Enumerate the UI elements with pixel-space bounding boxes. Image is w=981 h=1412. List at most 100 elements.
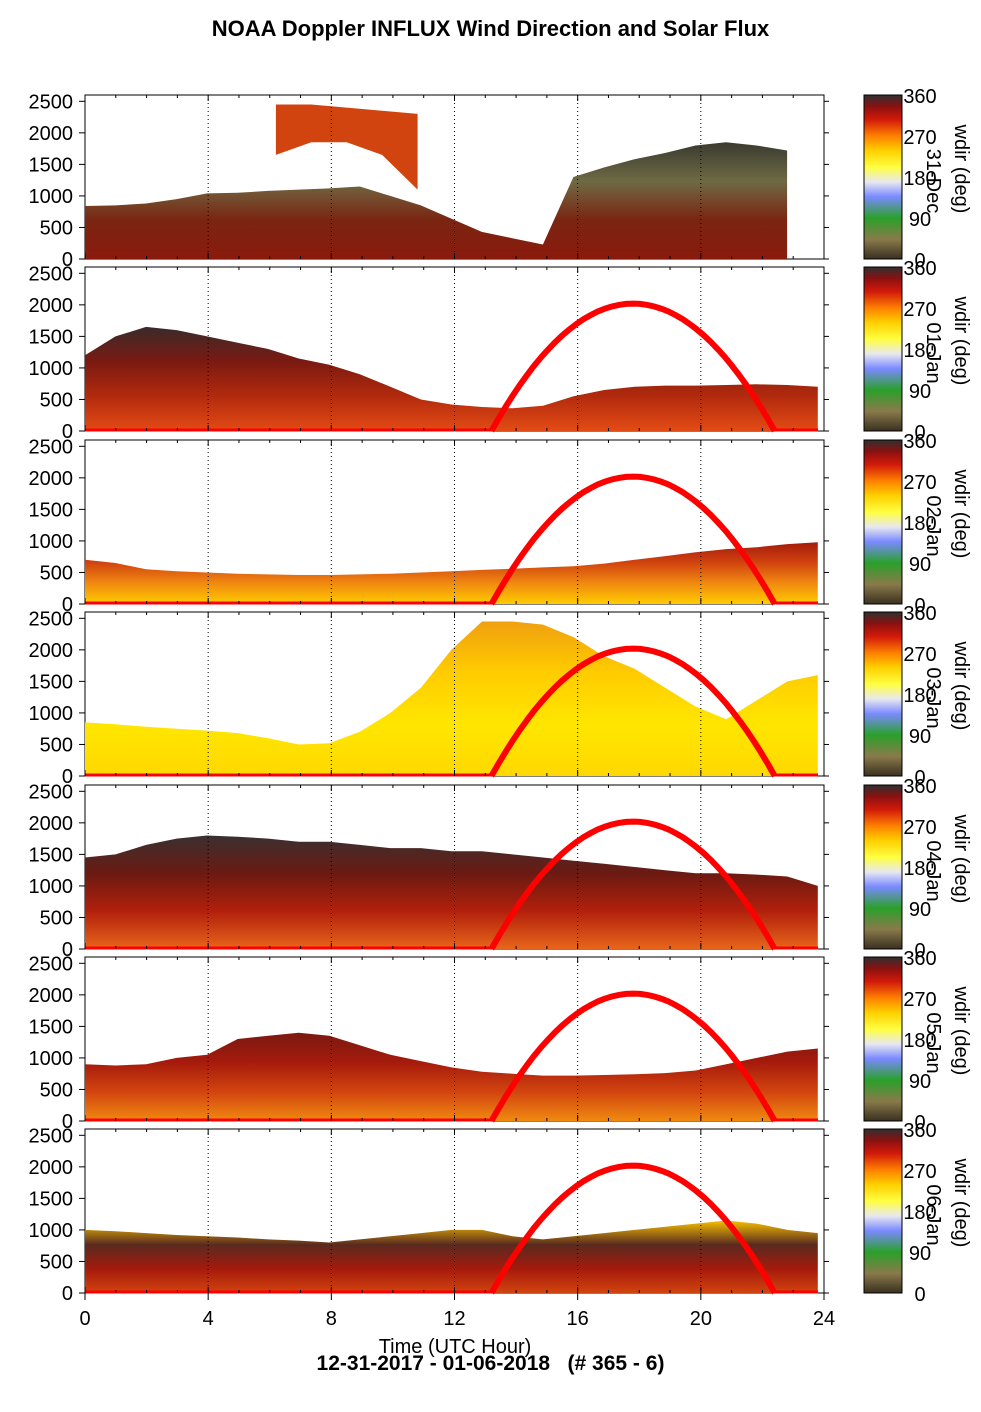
panel-day-label: 04-Jan	[922, 840, 944, 901]
wind-direction-region	[85, 835, 818, 949]
y-tick-label: 1000	[29, 1220, 74, 1242]
y-tick-label: 0	[62, 939, 73, 961]
panel-01-Jan: 0 500 1000 1500 2000 2500 0 90 180 270 360 wdir (de…	[29, 258, 973, 444]
y-tick-label: 2000	[29, 985, 74, 1007]
solar-flux-curve	[488, 990, 778, 1123]
y-tick-label: 1000	[29, 186, 74, 208]
colorbar-tick-label: 90	[909, 899, 931, 921]
colorbar-tick-label: 0	[914, 1112, 925, 1134]
colorbar-tick-label: 0	[914, 250, 925, 272]
panel-day-label: 03-Jan	[922, 667, 944, 728]
y-tick-label: 2000	[29, 640, 74, 662]
colorbar: 0 90 180 270 360 wdir (deg) 01-Jan	[863, 258, 972, 444]
y-tick-label: 1000	[29, 358, 74, 380]
y-tick-label: 0	[62, 421, 73, 443]
x-tick-label: 20	[690, 1308, 712, 1330]
panel-04-Jan: 0 500 1000 1500 2000 2500 0 90 180 270 360 wdir (de…	[29, 776, 973, 962]
y-tick-label: 2500	[29, 953, 74, 975]
panel-day-label: 01-Jan	[922, 322, 944, 383]
x-tick-label: 24	[813, 1308, 835, 1330]
y-tick-label: 0	[62, 249, 73, 271]
colorbar-label: wdir (deg)	[950, 1158, 972, 1248]
solar-flux-curve	[488, 645, 778, 778]
colorbar-tick-label: 360	[903, 431, 936, 453]
colorbar: 0 90 180 270 360 wdir (deg) 05-Jan	[863, 948, 972, 1134]
y-tick-label: 1500	[29, 844, 74, 866]
colorbar-tick-label: 270	[903, 1161, 936, 1183]
colorbar-tick-label: 90	[909, 209, 931, 231]
y-tick-label: 0	[62, 594, 73, 616]
y-tick-label: 500	[40, 562, 73, 584]
colorbar-label: wdir (deg)	[950, 469, 972, 559]
colorbar-tick-label: 0	[914, 767, 925, 789]
panel-03-Jan: 0 500 1000 1500 2000 2500 0 90 180 270 360 wdir (de…	[29, 603, 973, 789]
colorbar-tick-label: 270	[903, 989, 936, 1011]
colorbar-tick-label: 0	[914, 422, 925, 444]
colorbar-tick-label: 180	[903, 340, 936, 362]
wind-direction-region	[85, 1220, 818, 1293]
colorbar-tick-label: 360	[903, 258, 936, 280]
colorbar: 0 90 180 270 360 wdir (deg) 02-Jan	[863, 431, 972, 617]
solar-flux-curve	[488, 818, 778, 951]
x-tick-label: 12	[443, 1308, 465, 1330]
colorbar-tick-label: 360	[903, 776, 936, 798]
y-tick-label: 500	[40, 907, 73, 929]
colorbar-tick-label: 90	[909, 726, 931, 748]
y-tick-label: 0	[62, 1283, 73, 1305]
panel-02-Jan: 0 500 1000 1500 2000 2500 0 90 180 270 360 wdir (de…	[29, 431, 973, 617]
chart-title: NOAA Doppler INFLUX Wind Direction and S…	[211, 16, 770, 41]
y-tick-label: 0	[62, 1111, 73, 1133]
y-tick-label: 1500	[29, 1188, 74, 1210]
y-tick-label: 1500	[29, 154, 74, 176]
footer-date-range: 12-31-2017 - 01-06-2018 (# 365 - 6)	[316, 1352, 665, 1375]
colorbar-scale	[863, 784, 903, 950]
colorbar-tick-label: 360	[903, 86, 936, 108]
y-tick-label: 1000	[29, 531, 74, 553]
x-tick-label: 4	[203, 1308, 214, 1330]
colorbar-tick-label: 90	[909, 554, 931, 576]
y-tick-label: 500	[40, 1079, 73, 1101]
x-tick-label: 16	[567, 1308, 589, 1330]
y-tick-label: 2500	[29, 781, 74, 803]
colorbar-label: wdir (deg)	[950, 641, 972, 731]
panel-day-label: 02-Jan	[922, 495, 944, 556]
x-axis: 0 4 8 12 16 20 24	[79, 1293, 835, 1330]
colorbar: 0 90 180 270 360 wdir (deg) 31-Dec	[863, 86, 972, 272]
colorbar-label: wdir (deg)	[950, 124, 972, 214]
colorbar-tick-label: 180	[903, 685, 936, 707]
y-tick-label: 1000	[29, 876, 74, 898]
y-tick-label: 500	[40, 1251, 73, 1273]
colorbar-tick-label: 180	[903, 858, 936, 880]
panel-05-Jan: 0 500 1000 1500 2000 2500 0 90 180 270 360 wdir (de…	[29, 948, 973, 1134]
panel-06-Jan: 0 500 1000 1500 2000 2500 0 90 180 270 360 wdir (de…	[29, 1120, 973, 1306]
colorbar-tick-label: 0	[914, 1284, 925, 1306]
panel-day-label: 06-Jan	[922, 1184, 944, 1245]
y-tick-label: 1500	[29, 1016, 74, 1038]
panel-day-label: 05-Jan	[922, 1012, 944, 1073]
colorbar-scale	[863, 956, 903, 1122]
wind-direction-region	[85, 326, 818, 431]
x-tick-label: 8	[326, 1308, 337, 1330]
y-tick-label: 500	[40, 734, 73, 756]
colorbar-tick-label: 180	[903, 168, 936, 190]
colorbar-tick-label: 360	[903, 603, 936, 625]
y-tick-label: 1500	[29, 326, 74, 348]
y-tick-label: 500	[40, 389, 73, 411]
colorbar-tick-label: 0	[914, 595, 925, 617]
y-tick-label: 2000	[29, 295, 74, 317]
y-tick-label: 500	[40, 217, 73, 239]
colorbar-tick-label: 90	[909, 381, 931, 403]
panel-day-label: 31-Dec	[922, 149, 944, 213]
colorbar-tick-label: 90	[909, 1071, 931, 1093]
y-tick-label: 2500	[29, 263, 74, 285]
y-tick-label: 1500	[29, 499, 74, 521]
x-axis-label: Time (UTC Hour)	[379, 1336, 532, 1358]
colorbar-tick-label: 270	[903, 299, 936, 321]
colorbar-tick-label: 270	[903, 817, 936, 839]
y-tick-label: 2500	[29, 608, 74, 630]
colorbar-label: wdir (deg)	[950, 814, 972, 904]
wind-direction-region	[85, 1032, 818, 1121]
y-tick-label: 2500	[29, 91, 74, 113]
